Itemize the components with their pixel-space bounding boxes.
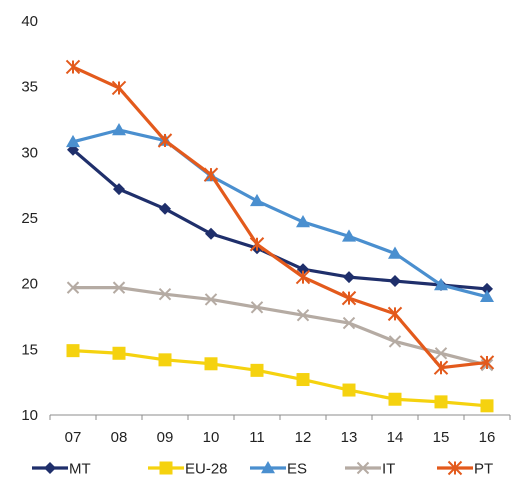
- legend-label: IT: [382, 461, 395, 478]
- data-point: [66, 281, 80, 294]
- data-point: [157, 133, 173, 148]
- legend: MT EU-28 ES IT PT: [32, 461, 493, 478]
- x-tick-label: 16: [479, 429, 496, 446]
- data-point: [204, 293, 218, 306]
- y-tick-label: 10: [21, 407, 38, 424]
- data-point: [343, 271, 355, 284]
- data-point: [112, 281, 126, 294]
- data-point: [111, 80, 127, 96]
- series-group: [65, 59, 495, 413]
- legend-marker: [159, 461, 173, 475]
- data-point: [342, 316, 356, 330]
- data-point: [297, 263, 309, 276]
- data-point: [159, 202, 171, 215]
- series-mt: [67, 143, 493, 295]
- legend-label: PT: [474, 461, 493, 478]
- series-line: [72, 349, 488, 408]
- series-line: [72, 65, 488, 370]
- data-point: [250, 363, 264, 377]
- data-point: [433, 360, 449, 375]
- data-point: [480, 399, 494, 413]
- legend-item: EU-28: [148, 461, 228, 478]
- data-point: [295, 269, 311, 285]
- series-es: [66, 123, 494, 303]
- data-point: [388, 392, 402, 406]
- data-point: [296, 308, 310, 322]
- y-tick-label: 25: [21, 210, 38, 227]
- data-point: [158, 287, 172, 301]
- data-point: [389, 275, 401, 288]
- legend-marker: [261, 461, 275, 474]
- legend-label: ES: [287, 461, 307, 478]
- y-tick-label: 35: [21, 79, 38, 96]
- data-point: [481, 282, 493, 295]
- series-line: [71, 148, 488, 291]
- series-eu-28: [66, 344, 494, 413]
- legend-marker: [356, 461, 370, 475]
- legend-marker: [44, 462, 56, 474]
- legend-item: IT: [345, 461, 395, 478]
- data-point: [388, 246, 402, 259]
- x-tick-label: 08: [111, 429, 128, 446]
- data-point: [65, 59, 81, 75]
- data-point: [112, 123, 126, 136]
- x-tick-label: 13: [341, 429, 358, 446]
- data-point: [342, 383, 356, 397]
- y-tick-label: 40: [21, 13, 38, 30]
- data-point: [66, 344, 80, 358]
- legend-marker: [447, 460, 463, 476]
- data-point: [480, 289, 494, 303]
- data-point: [296, 373, 310, 387]
- data-point: [250, 193, 264, 207]
- y-tick-label: 20: [21, 276, 38, 293]
- series-line: [73, 286, 488, 367]
- x-tick-label: 14: [387, 429, 404, 446]
- data-point: [112, 346, 126, 360]
- axes: 10 15 20 25 30 35 40 07 08 09 10 11 12 13 14 15 16: [21, 13, 511, 446]
- legend-item: PT: [437, 461, 493, 478]
- data-point: [342, 229, 356, 242]
- y-tick-label: 30: [21, 144, 38, 161]
- series-line: [72, 128, 488, 299]
- data-point: [203, 167, 219, 182]
- legend-item: ES: [250, 461, 307, 478]
- legend-label: MT: [69, 461, 91, 478]
- data-point: [66, 134, 80, 148]
- data-point: [113, 183, 125, 196]
- legend-label: EU-28: [185, 461, 228, 478]
- data-point: [434, 347, 448, 360]
- x-tick-label: 07: [65, 429, 82, 446]
- x-tick-label: 15: [433, 429, 450, 446]
- y-tick-label: 15: [21, 341, 38, 358]
- series-pt: [65, 59, 495, 375]
- x-tick-label: 12: [295, 429, 312, 446]
- data-point: [205, 227, 217, 240]
- data-point: [388, 335, 402, 348]
- data-point: [249, 237, 265, 252]
- data-point: [434, 395, 448, 409]
- x-tick-label: 11: [249, 429, 265, 446]
- series-it: [66, 281, 494, 372]
- x-tick-label: 09: [157, 429, 174, 446]
- data-point: [296, 214, 310, 228]
- data-point: [204, 357, 218, 371]
- data-point: [158, 353, 172, 367]
- data-point: [387, 306, 403, 322]
- data-point: [250, 301, 264, 314]
- data-point: [479, 355, 495, 370]
- legend-item: MT: [32, 461, 91, 478]
- data-point: [434, 277, 448, 291]
- data-point: [341, 290, 357, 306]
- x-tick-label: 10: [203, 429, 220, 446]
